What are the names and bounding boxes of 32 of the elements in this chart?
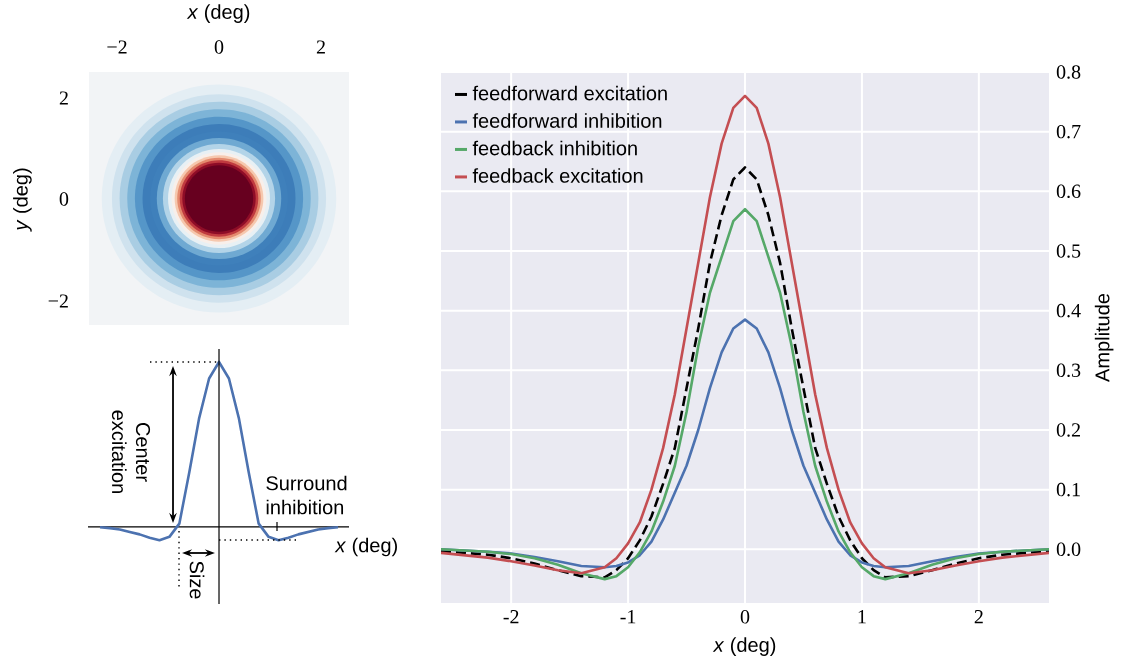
y-tick-label: 0.2 bbox=[1056, 423, 1080, 437]
legend-label: feedforward inhibition bbox=[472, 113, 662, 128]
legend-label: feedback excitation bbox=[472, 168, 643, 183]
text: 2 bbox=[316, 40, 325, 54]
y-tick-label: 0.1 bbox=[1056, 482, 1080, 497]
y-tick-label: 0.6 bbox=[1056, 184, 1081, 199]
x-tick-label: 1 bbox=[858, 610, 866, 624]
annotation: Center excitation bbox=[111, 410, 151, 493]
text: 0 bbox=[59, 192, 69, 206]
text: −2 bbox=[48, 294, 68, 308]
annotation: Surround inhibition bbox=[266, 475, 347, 515]
x-tick-label: 2 bbox=[974, 610, 983, 624]
text: Size bbox=[189, 561, 205, 599]
x-axis-title: x (deg) bbox=[334, 537, 397, 557]
x-axis-title: x (deg) bbox=[712, 637, 776, 656]
x-tick-label: -2 bbox=[503, 610, 519, 624]
y-tick-label: 0.3 bbox=[1056, 363, 1081, 378]
x-tick-label: -1 bbox=[620, 610, 636, 624]
text: x (deg) bbox=[186, 4, 250, 23]
text: y (deg) bbox=[13, 168, 32, 232]
y-axis-title: Amplitude bbox=[1094, 293, 1114, 382]
text: −2 bbox=[107, 40, 127, 54]
y-tick-label: 0.5 bbox=[1056, 244, 1081, 258]
y-tick-label: 0.8 bbox=[1056, 65, 1081, 79]
y-tick-label: 0.7 bbox=[1056, 124, 1081, 139]
legend-label: feedback inhibition bbox=[472, 140, 637, 156]
text: 2 bbox=[59, 91, 68, 105]
y-tick-label: 0.4 bbox=[1056, 303, 1081, 318]
y-tick-label: 0.0 bbox=[1056, 542, 1081, 557]
x-tick-label: 0 bbox=[740, 610, 750, 624]
text: 0 bbox=[214, 40, 224, 54]
legend-label: feedforward excitation bbox=[472, 85, 667, 101]
